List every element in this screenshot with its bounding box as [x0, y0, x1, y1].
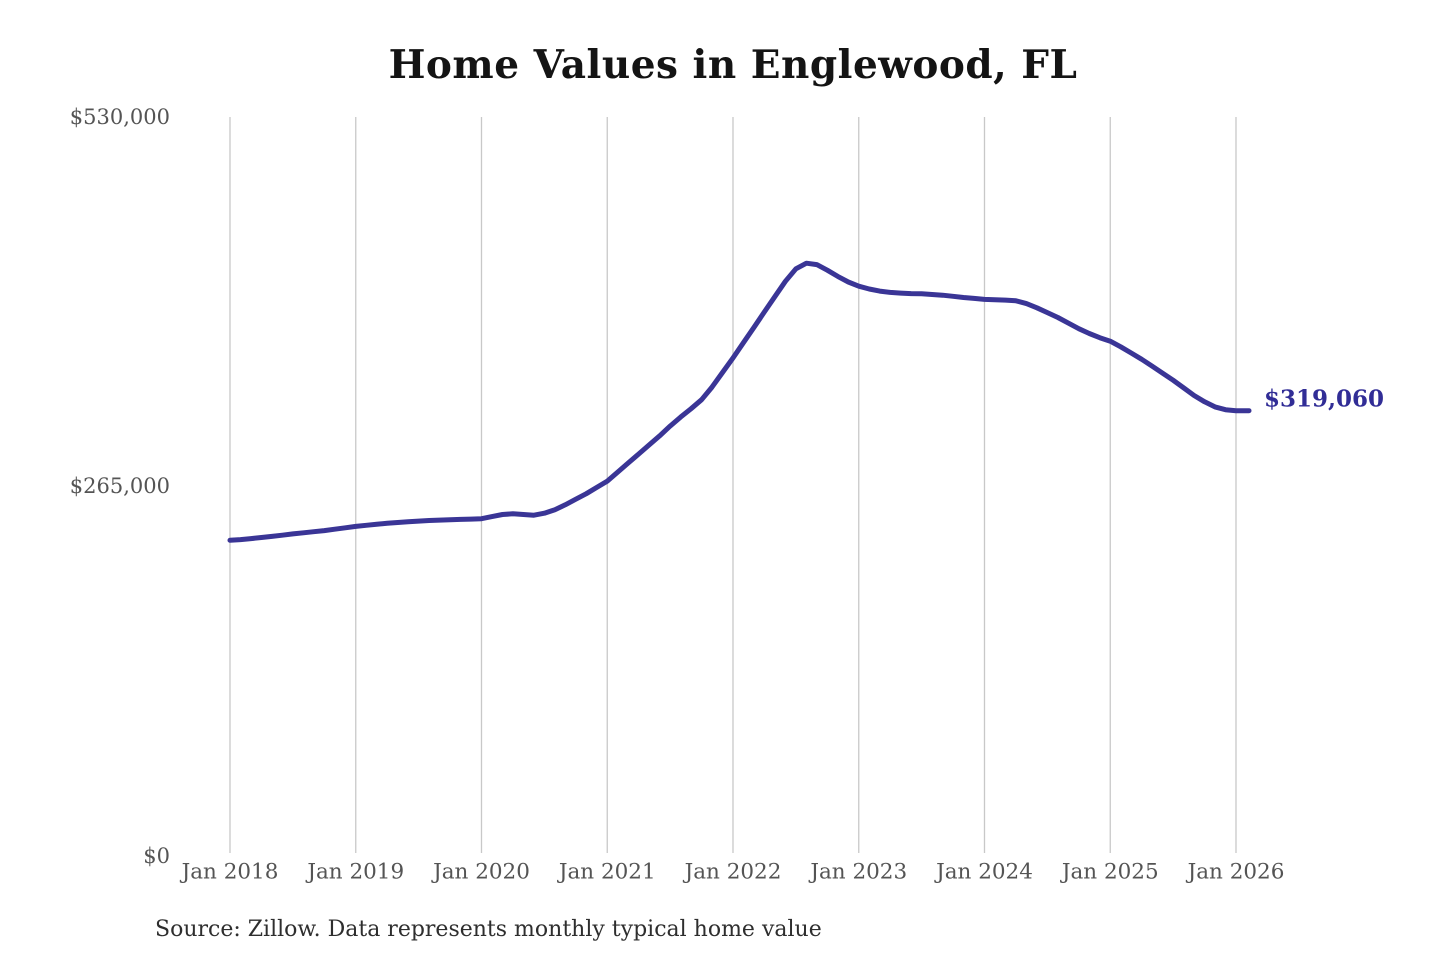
latest-value-label: $319,060 — [1264, 385, 1385, 413]
x-axis-tick-jan-2019: Jan 2019 — [307, 859, 405, 885]
source-note: Source: Zillow. Data represents monthly … — [155, 917, 822, 942]
x-axis-tick-jan-2021: Jan 2021 — [558, 859, 656, 885]
home-value-line — [227, 260, 1252, 543]
y-axis-tick-530000: $530,000 — [69, 105, 170, 129]
y-axis-tick-0: $0 — [143, 844, 170, 868]
x-axis-tick-jan-2024: Jan 2024 — [936, 859, 1033, 885]
x-axis-tick-jan-2025: Jan 2025 — [1061, 859, 1159, 885]
x-axis-tick-jan-2018: Jan 2018 — [181, 859, 279, 885]
y-axis-tick-265000: $265,000 — [69, 474, 170, 498]
x-axis-tick-jan-2026: Jan 2026 — [1187, 859, 1285, 885]
x-axis-tick-jan-2022: Jan 2022 — [684, 859, 782, 885]
x-axis-tick-jan-2023: Jan 2023 — [810, 859, 908, 885]
x-axis-tick-jan-2020: Jan 2020 — [433, 859, 530, 885]
chart-title: Home Values in Englewood, FL — [388, 42, 1078, 88]
